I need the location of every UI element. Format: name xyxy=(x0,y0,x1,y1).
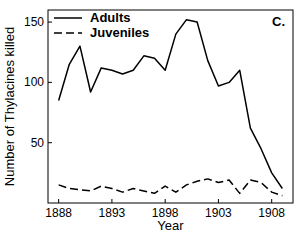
legend-swatch xyxy=(54,32,82,34)
line-dashed xyxy=(59,179,283,196)
x-tick-label: 1888 xyxy=(45,206,72,220)
legend-swatch xyxy=(54,17,82,19)
x-tick-label: 1908 xyxy=(258,206,285,220)
x-tick-label: 1893 xyxy=(99,206,126,220)
y-tick xyxy=(48,142,52,143)
x-tick xyxy=(165,199,166,203)
chart: 5010015018881893189819031908YearNumber o… xyxy=(0,0,300,233)
line-solid xyxy=(59,20,283,189)
x-tick xyxy=(218,199,219,203)
x-tick xyxy=(58,199,59,203)
panel-label: C. xyxy=(272,14,285,29)
plot-frame xyxy=(48,10,293,203)
y-axis-label: Number of Thylacines killed xyxy=(2,27,17,186)
series-group xyxy=(59,20,283,196)
y-tick-label: 100 xyxy=(24,75,44,89)
x-tick xyxy=(271,199,272,203)
y-tick xyxy=(48,82,52,83)
y-tick-label: 150 xyxy=(24,15,44,29)
x-tick xyxy=(111,199,112,203)
legend-label: Adults xyxy=(90,10,130,25)
x-tick-label: 1903 xyxy=(205,206,232,220)
legend-label: Juveniles xyxy=(90,25,149,40)
legend: AdultsJuveniles xyxy=(54,10,149,40)
x-axis-label: Year xyxy=(157,218,184,233)
y-tick-label: 50 xyxy=(31,136,45,150)
y-tick xyxy=(48,22,52,23)
